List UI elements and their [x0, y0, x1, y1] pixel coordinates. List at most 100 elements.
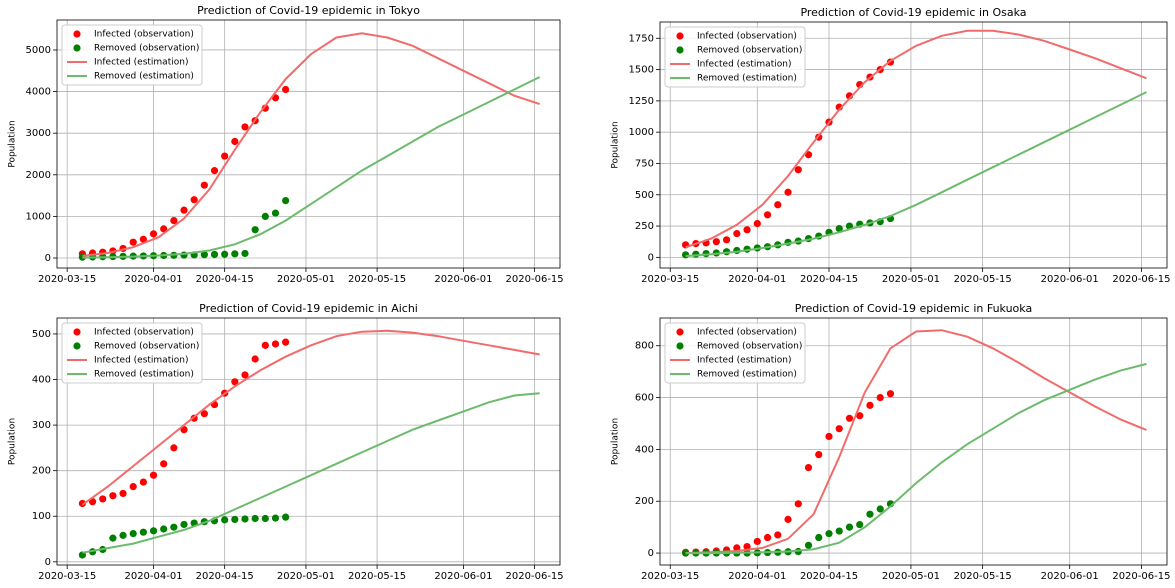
- observation-point: [271, 340, 280, 348]
- observation-point: [129, 483, 137, 491]
- observation-point: [815, 450, 823, 459]
- legend-swatch: [73, 342, 81, 350]
- observation-point: [160, 225, 168, 233]
- y-tick-label: 500: [32, 329, 51, 340]
- observation-point: [139, 235, 147, 243]
- observation-point: [221, 516, 229, 524]
- observation-point: [210, 167, 219, 175]
- legend-label: Removed (observation): [697, 342, 802, 352]
- observation-point: [251, 226, 259, 234]
- observation-point: [282, 513, 290, 521]
- plot-frame: [659, 21, 1168, 269]
- observation-point: [282, 196, 290, 205]
- x-tick-label: 2020-04-01: [728, 571, 786, 582]
- observation-point: [241, 249, 249, 258]
- y-tick-label: 250: [635, 221, 654, 232]
- y-tick-label: 1000: [629, 127, 654, 138]
- x-tick-label: 2020-06-01: [434, 274, 492, 285]
- estimation-line: [685, 29, 1147, 249]
- observation-point: [845, 414, 854, 422]
- legend-swatch: [73, 328, 81, 336]
- observation-point: [160, 460, 168, 468]
- observation-point: [856, 520, 864, 529]
- estimation-line: [81, 329, 540, 506]
- observation-point: [845, 523, 854, 531]
- observation-point: [825, 432, 833, 441]
- observation-point: [804, 463, 813, 472]
- legend-label: Removed (estimation): [697, 74, 797, 84]
- legend-label: Infected (estimation): [94, 58, 188, 68]
- legend-swatch: [676, 46, 684, 54]
- legend-box: [61, 24, 203, 86]
- legend-swatch: [73, 30, 81, 38]
- legend-label: Removed (observation): [697, 46, 802, 56]
- subplot: Prediction of Covid-19 epidemic in Osaka…: [611, 6, 1171, 285]
- observation-point: [78, 499, 87, 508]
- observation-point: [753, 537, 761, 546]
- y-tick-label: 300: [32, 420, 51, 431]
- observation-point: [794, 166, 802, 174]
- observation-point: [231, 250, 239, 258]
- y-tick-label: 0: [45, 557, 51, 568]
- legend-label: Infected (observation): [94, 328, 194, 338]
- x-tick-label: 2020-03-15: [641, 571, 699, 582]
- observation-point: [221, 250, 229, 258]
- y-tick-label: 400: [32, 375, 51, 386]
- x-tick-label: 2020-06-01: [1041, 571, 1099, 582]
- legend-box: [664, 322, 806, 384]
- subplot: Prediction of Covid-19 epidemic in Fukuo…: [611, 302, 1171, 582]
- estimation-line: [685, 362, 1147, 555]
- observation-point: [241, 371, 249, 379]
- estimation-line: [82, 32, 541, 257]
- y-axis-label: Population: [8, 418, 18, 465]
- x-tick-label: 2020-05-15: [348, 274, 406, 285]
- observation-point: [876, 505, 884, 513]
- subplot: Prediction of Covid-19 epidemic in Aichi…: [8, 302, 564, 582]
- observation-point: [271, 209, 280, 217]
- observation-point: [139, 478, 147, 486]
- chart-title: Prediction of Covid-19 epidemic in Fukuo…: [795, 302, 1032, 315]
- observation-point: [271, 514, 280, 522]
- observation-point: [109, 492, 117, 500]
- x-tick-label: 2020-04-15: [800, 274, 858, 285]
- observation-point: [149, 471, 158, 479]
- observation-point: [109, 534, 117, 542]
- x-tick-label: 2020-04-01: [124, 571, 182, 582]
- legend-swatch: [73, 44, 81, 52]
- y-tick-label: 4000: [26, 87, 51, 98]
- observation-point: [129, 529, 137, 538]
- y-tick-label: 800: [635, 341, 654, 352]
- y-tick-label: 0: [648, 548, 654, 559]
- observation-point: [733, 544, 741, 552]
- observation-point: [170, 523, 178, 531]
- subplot: Prediction of Covid-19 epidemic in Tokyo…: [8, 4, 564, 285]
- plot-frame: [56, 317, 561, 566]
- observation-point: [160, 525, 168, 533]
- y-axis-label: Population: [611, 418, 621, 465]
- y-tick-label: 200: [635, 496, 654, 507]
- x-tick-label: 2020-05-15: [954, 274, 1012, 285]
- observation-point: [722, 236, 731, 244]
- x-tick-label: 2020-04-15: [196, 274, 254, 285]
- observation-point: [866, 510, 874, 518]
- observation-point: [733, 229, 741, 238]
- legend-swatch: [676, 32, 684, 40]
- legend-label: Removed (estimation): [94, 72, 194, 82]
- legend-label: Infected (observation): [697, 32, 797, 42]
- observation-point: [835, 425, 843, 433]
- y-tick-label: 100: [32, 511, 51, 522]
- legend-swatch: [676, 328, 684, 336]
- y-tick-label: 1250: [629, 96, 654, 107]
- observation-point: [119, 489, 127, 498]
- estimation-line: [685, 329, 1147, 555]
- observation-point: [712, 238, 720, 246]
- x-tick-label: 2020-05-01: [882, 571, 940, 582]
- x-tick-label: 2020-06-15: [1112, 571, 1170, 582]
- observation-point: [241, 123, 249, 131]
- legend-label: Infected (estimation): [697, 60, 791, 70]
- observation-point: [149, 230, 158, 238]
- observation-point: [170, 216, 178, 225]
- observation-point: [682, 251, 690, 259]
- observation-point: [261, 212, 269, 221]
